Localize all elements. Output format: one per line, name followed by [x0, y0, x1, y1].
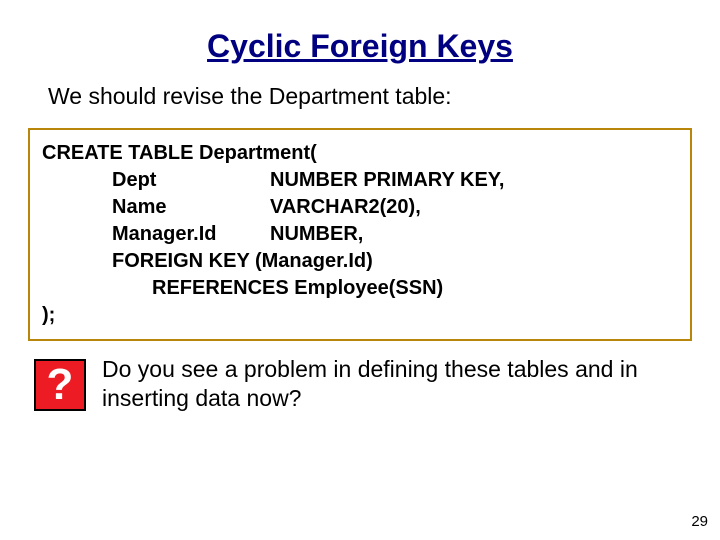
code-col1-name: Dept [112, 167, 270, 194]
code-col3-type: NUMBER, [270, 221, 363, 248]
code-fk: FOREIGN KEY (Manager.Id) [42, 248, 678, 275]
sql-code-box: CREATE TABLE Department( DeptNUMBER PRIM… [28, 128, 692, 341]
question-text: Do you see a problem in defining these t… [102, 355, 680, 413]
code-col1: DeptNUMBER PRIMARY KEY, [42, 167, 678, 194]
code-col2: NameVARCHAR2(20), [42, 194, 678, 221]
code-ref: REFERENCES Employee(SSN) [42, 275, 678, 302]
code-col3: Manager.IdNUMBER, [42, 221, 678, 248]
intro-text: We should revise the Department table: [0, 83, 720, 128]
code-col2-name: Name [112, 194, 270, 221]
page-number: 29 [691, 513, 708, 530]
slide-title: Cyclic Foreign Keys [0, 0, 720, 83]
code-col2-type: VARCHAR2(20), [270, 194, 421, 221]
question-row: ? Do you see a problem in defining these… [0, 355, 720, 413]
code-close: ); [42, 302, 678, 329]
question-mark-icon: ? [34, 359, 86, 411]
question-mark-glyph: ? [47, 363, 74, 407]
code-create: CREATE TABLE Department( [42, 140, 678, 167]
code-col3-name: Manager.Id [112, 221, 270, 248]
code-col1-type: NUMBER PRIMARY KEY, [270, 167, 504, 194]
